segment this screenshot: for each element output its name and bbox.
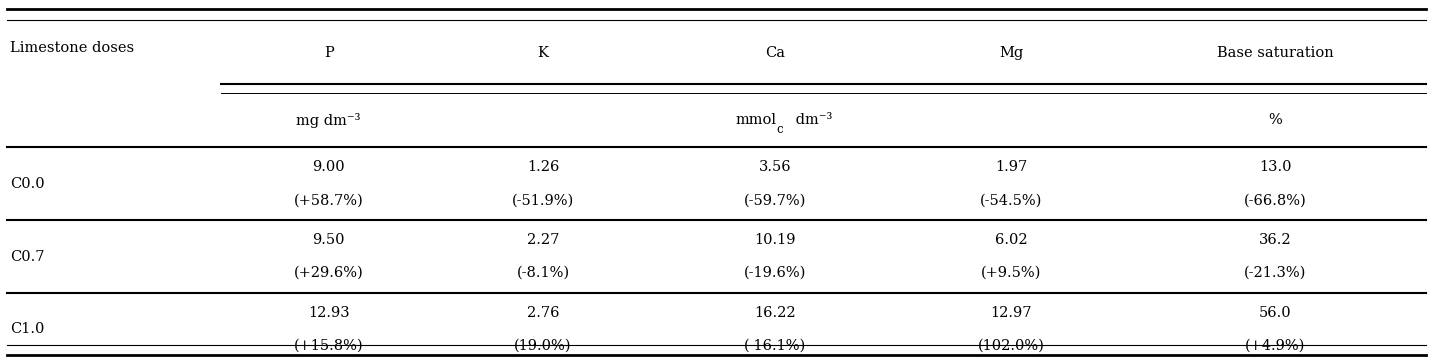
Text: C0.0: C0.0 xyxy=(10,177,44,191)
Text: (-16.1%): (-16.1%) xyxy=(745,339,806,353)
Text: Ca: Ca xyxy=(766,46,785,60)
Text: P: P xyxy=(324,46,333,60)
Text: (-54.5%): (-54.5%) xyxy=(980,193,1042,207)
Text: mmol: mmol xyxy=(736,113,776,127)
Text: (-19.6%): (-19.6%) xyxy=(745,266,806,280)
Text: (+9.5%): (+9.5%) xyxy=(980,266,1042,280)
Text: Limestone doses: Limestone doses xyxy=(10,41,134,55)
Text: 13.0: 13.0 xyxy=(1259,161,1292,174)
Text: 9.00: 9.00 xyxy=(313,161,344,174)
Text: 1.97: 1.97 xyxy=(995,161,1027,174)
Text: (-59.7%): (-59.7%) xyxy=(745,193,806,207)
Text: (+58.7%): (+58.7%) xyxy=(294,193,363,207)
Text: (102.0%): (102.0%) xyxy=(977,339,1045,353)
Text: (19.0%): (19.0%) xyxy=(514,339,572,353)
Text: %: % xyxy=(1269,113,1282,127)
Text: 12.93: 12.93 xyxy=(307,306,350,320)
Text: (+29.6%): (+29.6%) xyxy=(294,266,363,280)
Text: C1.0: C1.0 xyxy=(10,323,44,336)
Text: 10.19: 10.19 xyxy=(755,233,796,247)
Text: (+15.8%): (+15.8%) xyxy=(294,339,363,353)
Text: (-21.3%): (-21.3%) xyxy=(1245,266,1306,280)
Text: Mg: Mg xyxy=(999,46,1023,60)
Text: 6.02: 6.02 xyxy=(995,233,1027,247)
Text: 1.26: 1.26 xyxy=(527,161,559,174)
Text: Base saturation: Base saturation xyxy=(1218,46,1333,60)
Text: K: K xyxy=(537,46,549,60)
Text: 9.50: 9.50 xyxy=(313,233,344,247)
Text: c: c xyxy=(776,123,783,136)
Text: 16.22: 16.22 xyxy=(755,306,796,320)
Text: 2.27: 2.27 xyxy=(527,233,559,247)
Text: (-66.8%): (-66.8%) xyxy=(1245,193,1306,207)
Text: 3.56: 3.56 xyxy=(759,161,792,174)
Text: 36.2: 36.2 xyxy=(1259,233,1292,247)
Text: 12.97: 12.97 xyxy=(990,306,1032,320)
Text: 56.0: 56.0 xyxy=(1259,306,1292,320)
Text: (+4.9%): (+4.9%) xyxy=(1245,339,1306,353)
Text: dm⁻³: dm⁻³ xyxy=(790,113,832,127)
Text: C0.7: C0.7 xyxy=(10,250,44,264)
Text: (-51.9%): (-51.9%) xyxy=(512,193,574,207)
Text: mg dm⁻³: mg dm⁻³ xyxy=(296,112,362,128)
Text: (-8.1%): (-8.1%) xyxy=(516,266,570,280)
Text: 2.76: 2.76 xyxy=(527,306,559,320)
